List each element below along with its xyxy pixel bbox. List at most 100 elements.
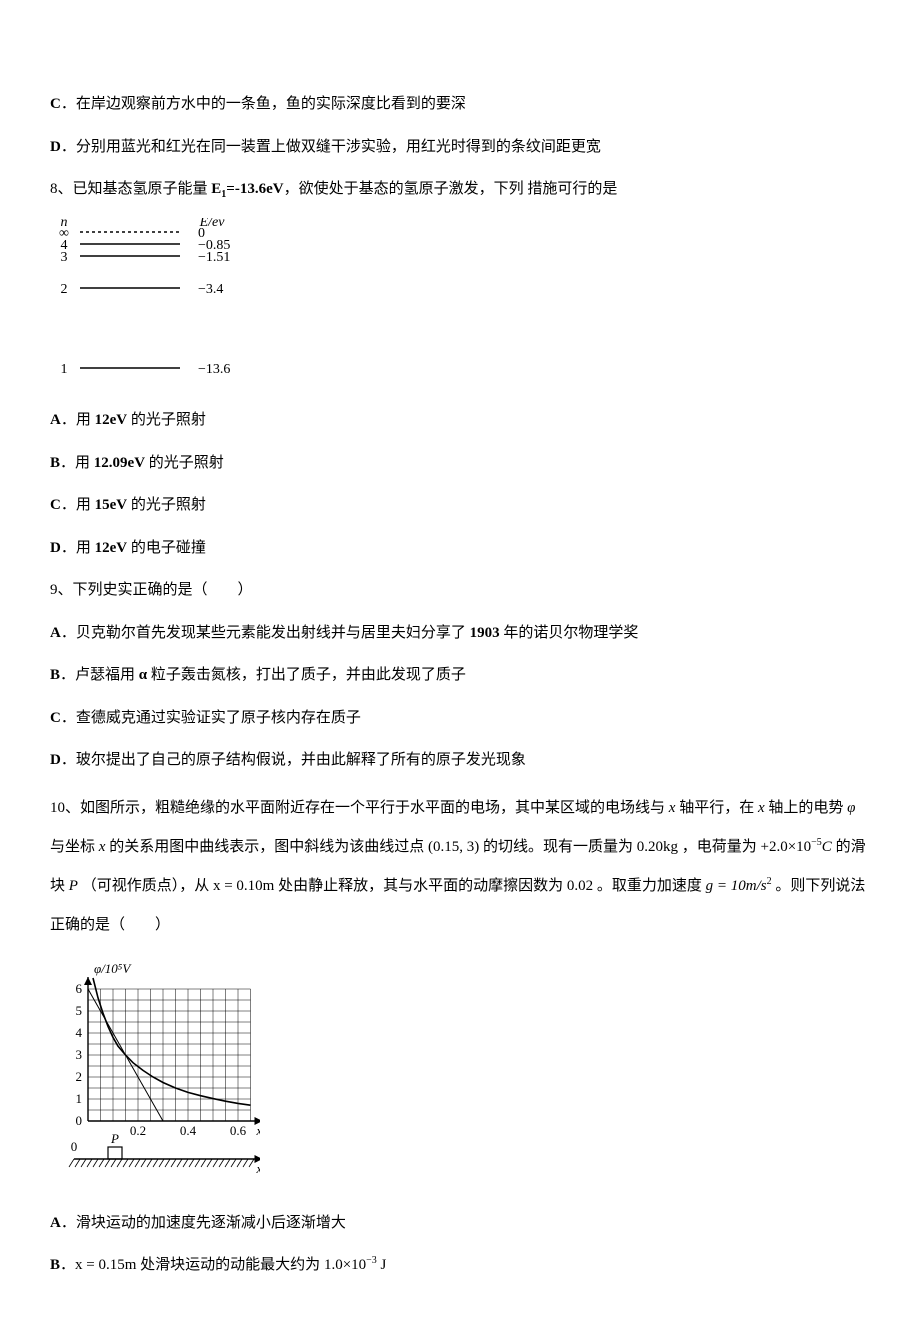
option-letter: D	[50, 139, 61, 155]
option-text: ．用	[61, 412, 95, 428]
option-value: 15eV	[95, 497, 128, 513]
stem-text: 10、如图所示，粗糙绝缘的水平面附近存在一个平行于水平面的电场，其中某区域的电场…	[50, 800, 669, 816]
option-letter: B	[50, 455, 60, 471]
stem-text: 9、下列史实正确的是（ ）	[50, 582, 253, 598]
svg-text:3: 3	[61, 250, 68, 265]
ek-sup: −3	[366, 1255, 377, 1266]
svg-text:3: 3	[76, 1047, 83, 1062]
option-letter: D	[50, 752, 61, 768]
option-text: 粒子轰击氮核，打出了质子，并由此发现了质子	[147, 667, 466, 683]
svg-text:2: 2	[76, 1069, 83, 1084]
q7-option-d: D．分别用蓝光和红光在同一装置上做双缝干涉实验，用红光时得到的条纹间距更宽	[50, 133, 870, 162]
q10-stem: 10、如图所示，粗糙绝缘的水平面附近存在一个平行于水平面的电场，其中某区域的电场…	[50, 789, 870, 945]
stem-text: 。取重力加速度	[593, 878, 706, 894]
option-value: 12eV	[95, 540, 128, 556]
option-text: ．用	[61, 497, 95, 513]
svg-text:x/m: x/m	[256, 1161, 261, 1176]
option-text: ．查德威克通过实验证实了原子核内存在质子	[61, 710, 361, 726]
stem-text: 轴平行，在	[675, 800, 758, 816]
option-value: 12eV	[95, 412, 128, 428]
q8-energy-level-diagram: nE/ev∞04−0.853−1.512−3.41−13.6	[50, 218, 870, 388]
stem-text: 8、已知基态氢原子能量	[50, 181, 211, 197]
q7-option-c: C．在岸边观察前方水中的一条鱼，鱼的实际深度比看到的要深	[50, 90, 870, 119]
q9-option-b: B．卢瑟福用 α 粒子轰击氮核，打出了质子，并由此发现了质子	[50, 661, 870, 690]
q9-option-a: A．贝克勒尔首先发现某些元素能发出射线并与居里夫妇分享了 1903 年的诺贝尔物…	[50, 619, 870, 648]
stem-text: ，欲使处于基态的氢原子激发，下列 措施可行的是	[284, 181, 618, 197]
stem-text: 轴上的电势	[765, 800, 848, 816]
option-text: ．用	[61, 540, 95, 556]
option-text: ．玻尔提出了自己的原子结构假说，并由此解释了所有的原子发光现象	[61, 752, 526, 768]
stem-text: 处由静止释放，其与水平面的动摩擦因数为	[274, 878, 567, 894]
x-value: x = 0.15m	[75, 1257, 136, 1273]
var-p: P	[69, 878, 78, 894]
option-letter: A	[50, 412, 61, 428]
q8-option-a: A．用 12eV 的光子照射	[50, 406, 870, 435]
stem-text: （可视作质点），从	[78, 878, 213, 894]
option-text: ．在岸边观察前方水中的一条鱼，鱼的实际深度比看到的要深	[61, 96, 466, 112]
svg-text:−13.6: −13.6	[198, 362, 230, 377]
var-x: x	[758, 800, 765, 816]
option-letter: B	[50, 1257, 60, 1273]
stem-text: 的切线。现有一质量为	[479, 839, 637, 855]
svg-text:4: 4	[76, 1025, 83, 1040]
potential-graph-svg: 01234560.20.40.6φ/10⁵Vx/m0x/mP	[50, 959, 260, 1189]
q9-option-d: D．玻尔提出了自己的原子结构假说，并由此解释了所有的原子发光现象	[50, 746, 870, 775]
option-text: 的光子照射	[145, 455, 224, 471]
charge-value: +2.0×10	[760, 839, 811, 855]
option-text: ．滑块运动的加速度先逐渐减小后逐渐增大	[61, 1215, 346, 1231]
svg-text:6: 6	[76, 981, 83, 996]
q10-option-a: A．滑块运动的加速度先逐渐减小后逐渐增大	[50, 1209, 870, 1238]
svg-text:1: 1	[76, 1091, 83, 1106]
tangent-point: (0.15, 3)	[428, 839, 479, 855]
energy-level-svg: nE/ev∞04−0.853−1.512−3.41−13.6	[50, 218, 250, 388]
energy-value: =-13.6eV	[226, 181, 283, 197]
svg-text:5: 5	[76, 1003, 83, 1018]
option-year: 1903	[470, 625, 500, 641]
option-text: ．分别用蓝光和红光在同一装置上做双缝干涉实验，用红光时得到的条纹间距更宽	[61, 139, 601, 155]
option-text: 处滑块运动的动能最大约为	[136, 1257, 324, 1273]
svg-text:φ/10⁵V: φ/10⁵V	[94, 961, 132, 976]
svg-text:0.4: 0.4	[180, 1123, 197, 1138]
svg-text:1: 1	[61, 362, 68, 377]
alpha-symbol: α	[139, 667, 147, 683]
svg-text:0: 0	[76, 1113, 83, 1128]
x-start-value: x = 0.10m	[213, 878, 274, 894]
mass-value: 0.20kg	[637, 839, 678, 855]
option-text: ．卢瑟福用	[60, 667, 139, 683]
stem-text: 与坐标	[50, 839, 99, 855]
option-value: 12.09eV	[94, 455, 145, 471]
option-text: 的电子碰撞	[127, 540, 206, 556]
option-letter: C	[50, 96, 61, 112]
q8-option-b: B．用 12.09eV 的光子照射	[50, 449, 870, 478]
ek-value: 1.0×10	[324, 1257, 366, 1273]
option-letter: D	[50, 540, 61, 556]
svg-text:P: P	[110, 1131, 119, 1146]
q10-option-b: B．x = 0.15m 处滑块运动的动能最大约为 1.0×10−3 J	[50, 1251, 870, 1280]
q8-option-d: D．用 12eV 的电子碰撞	[50, 534, 870, 563]
option-text: ．	[60, 1257, 75, 1273]
option-text: 年的诺贝尔物理学奖	[500, 625, 639, 641]
q10-graph: 01234560.20.40.6φ/10⁵Vx/m0x/mP	[50, 959, 870, 1189]
option-letter: C	[50, 710, 61, 726]
q8-option-c: C．用 15eV 的光子照射	[50, 491, 870, 520]
svg-text:−1.51: −1.51	[198, 250, 230, 265]
q8-stem: 8、已知基态氢原子能量 E1=-13.6eV，欲使处于基态的氢原子激发，下列 措…	[50, 175, 870, 204]
q9-stem: 9、下列史实正确的是（ ）	[50, 576, 870, 605]
charge-unit: C	[822, 839, 832, 855]
svg-text:2: 2	[61, 282, 68, 297]
g-expr: g = 10m/s	[706, 878, 767, 894]
option-letter: B	[50, 667, 60, 683]
q9-option-c: C．查德威克通过实验证实了原子核内存在质子	[50, 704, 870, 733]
option-letter: C	[50, 497, 61, 513]
stem-text: 的关系用图中曲线表示，图中斜线为该曲线过点	[105, 839, 428, 855]
stem-text: ，电荷量为	[678, 839, 761, 855]
svg-text:0.2: 0.2	[130, 1123, 146, 1138]
svg-text:−3.4: −3.4	[198, 282, 223, 297]
ek-unit: J	[377, 1257, 387, 1273]
option-letter: A	[50, 625, 61, 641]
option-text: 的光子照射	[127, 412, 206, 428]
option-text: 的光子照射	[127, 497, 206, 513]
svg-text:0.6: 0.6	[230, 1123, 247, 1138]
svg-text:0: 0	[71, 1139, 78, 1154]
energy-symbol: E	[211, 181, 221, 197]
